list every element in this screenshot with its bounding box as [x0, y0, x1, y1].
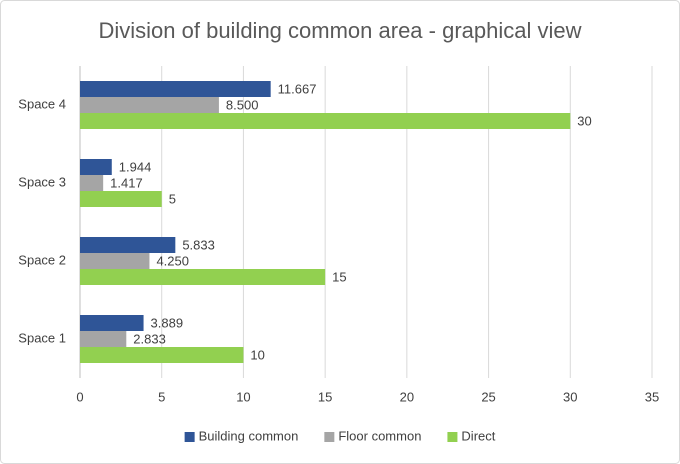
value-label: 3.889 [151, 315, 184, 330]
bar [80, 113, 571, 129]
x-tick-label: 0 [76, 389, 83, 404]
x-tick-label: 35 [645, 389, 659, 404]
value-label: 4.250 [156, 253, 189, 268]
legend-swatch [447, 432, 458, 442]
bar [80, 315, 144, 331]
bar [80, 253, 150, 269]
legend-label: Floor common [338, 428, 421, 443]
x-tick-label: 15 [318, 389, 332, 404]
x-tick-label: 5 [158, 389, 165, 404]
x-tick-label: 20 [400, 389, 414, 404]
legend-swatch [184, 432, 195, 442]
legend-label: Direct [461, 428, 495, 443]
x-tick-label: 30 [563, 389, 577, 404]
legend-swatch [324, 432, 335, 442]
value-label: 11.667 [278, 81, 317, 96]
bar [80, 331, 127, 347]
value-label: 5.833 [182, 237, 215, 252]
value-label: 10 [250, 347, 264, 362]
value-label: 1.944 [119, 159, 152, 174]
x-tick-label: 25 [481, 389, 495, 404]
chart-title: Division of building common area - graph… [98, 18, 581, 43]
value-label: 5 [169, 191, 176, 206]
value-label: 30 [577, 113, 591, 128]
y-tick-label: Space 2 [18, 252, 66, 267]
x-tick-label: 10 [236, 389, 250, 404]
y-tick-label: Space 4 [18, 96, 66, 111]
value-label: 2.833 [133, 331, 166, 346]
value-label: 1.417 [110, 175, 143, 190]
bar [80, 269, 326, 285]
value-label: 8.500 [226, 97, 259, 112]
bar [80, 347, 244, 363]
bar [80, 159, 112, 175]
bar [80, 81, 271, 97]
value-label: 15 [332, 269, 346, 284]
y-tick-label: Space 3 [18, 174, 66, 189]
bar [80, 175, 104, 191]
y-tick-label: Space 1 [18, 330, 66, 345]
legend-label: Building common [199, 428, 299, 443]
bar [80, 237, 176, 253]
bar [80, 97, 219, 113]
bar [80, 191, 162, 207]
